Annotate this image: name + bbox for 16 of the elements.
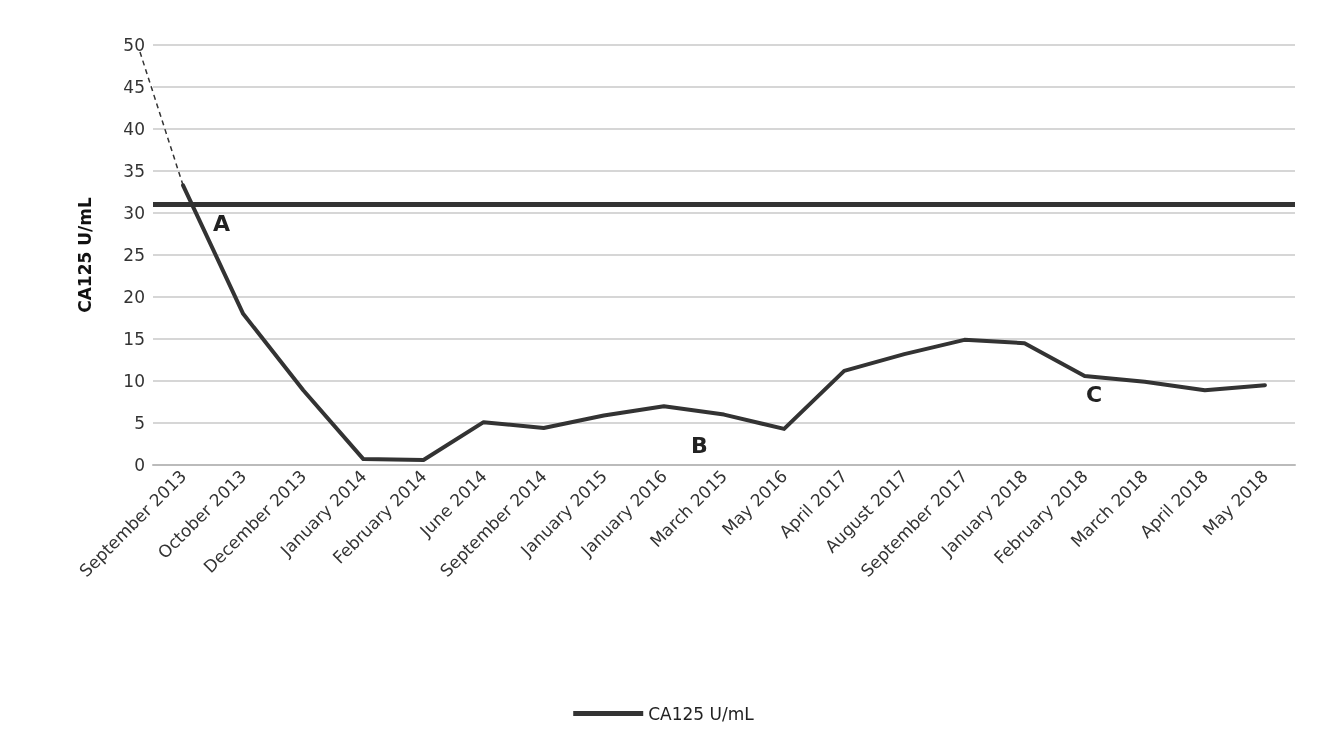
y-tick-label: 0: [134, 455, 145, 475]
y-axis-title: CA125 U/mL: [74, 197, 95, 313]
y-tick-label: 10: [123, 371, 145, 391]
annotation: A: [213, 210, 231, 236]
y-tick-label: 45: [123, 77, 145, 97]
y-tick-label: 25: [123, 245, 145, 265]
y-tick-label: 50: [123, 35, 145, 55]
y-tick-label: 35: [123, 161, 145, 181]
annotation: B: [691, 432, 708, 458]
y-tick-label: 30: [123, 203, 145, 223]
annotation: C: [1086, 381, 1103, 407]
y-tick-label: 5: [134, 413, 145, 433]
y-tick-label: 40: [123, 119, 145, 139]
y-tick-label: 15: [123, 329, 145, 349]
legend-label: CA125 U/mL: [648, 703, 755, 724]
y-tick-label: 20: [123, 287, 145, 307]
